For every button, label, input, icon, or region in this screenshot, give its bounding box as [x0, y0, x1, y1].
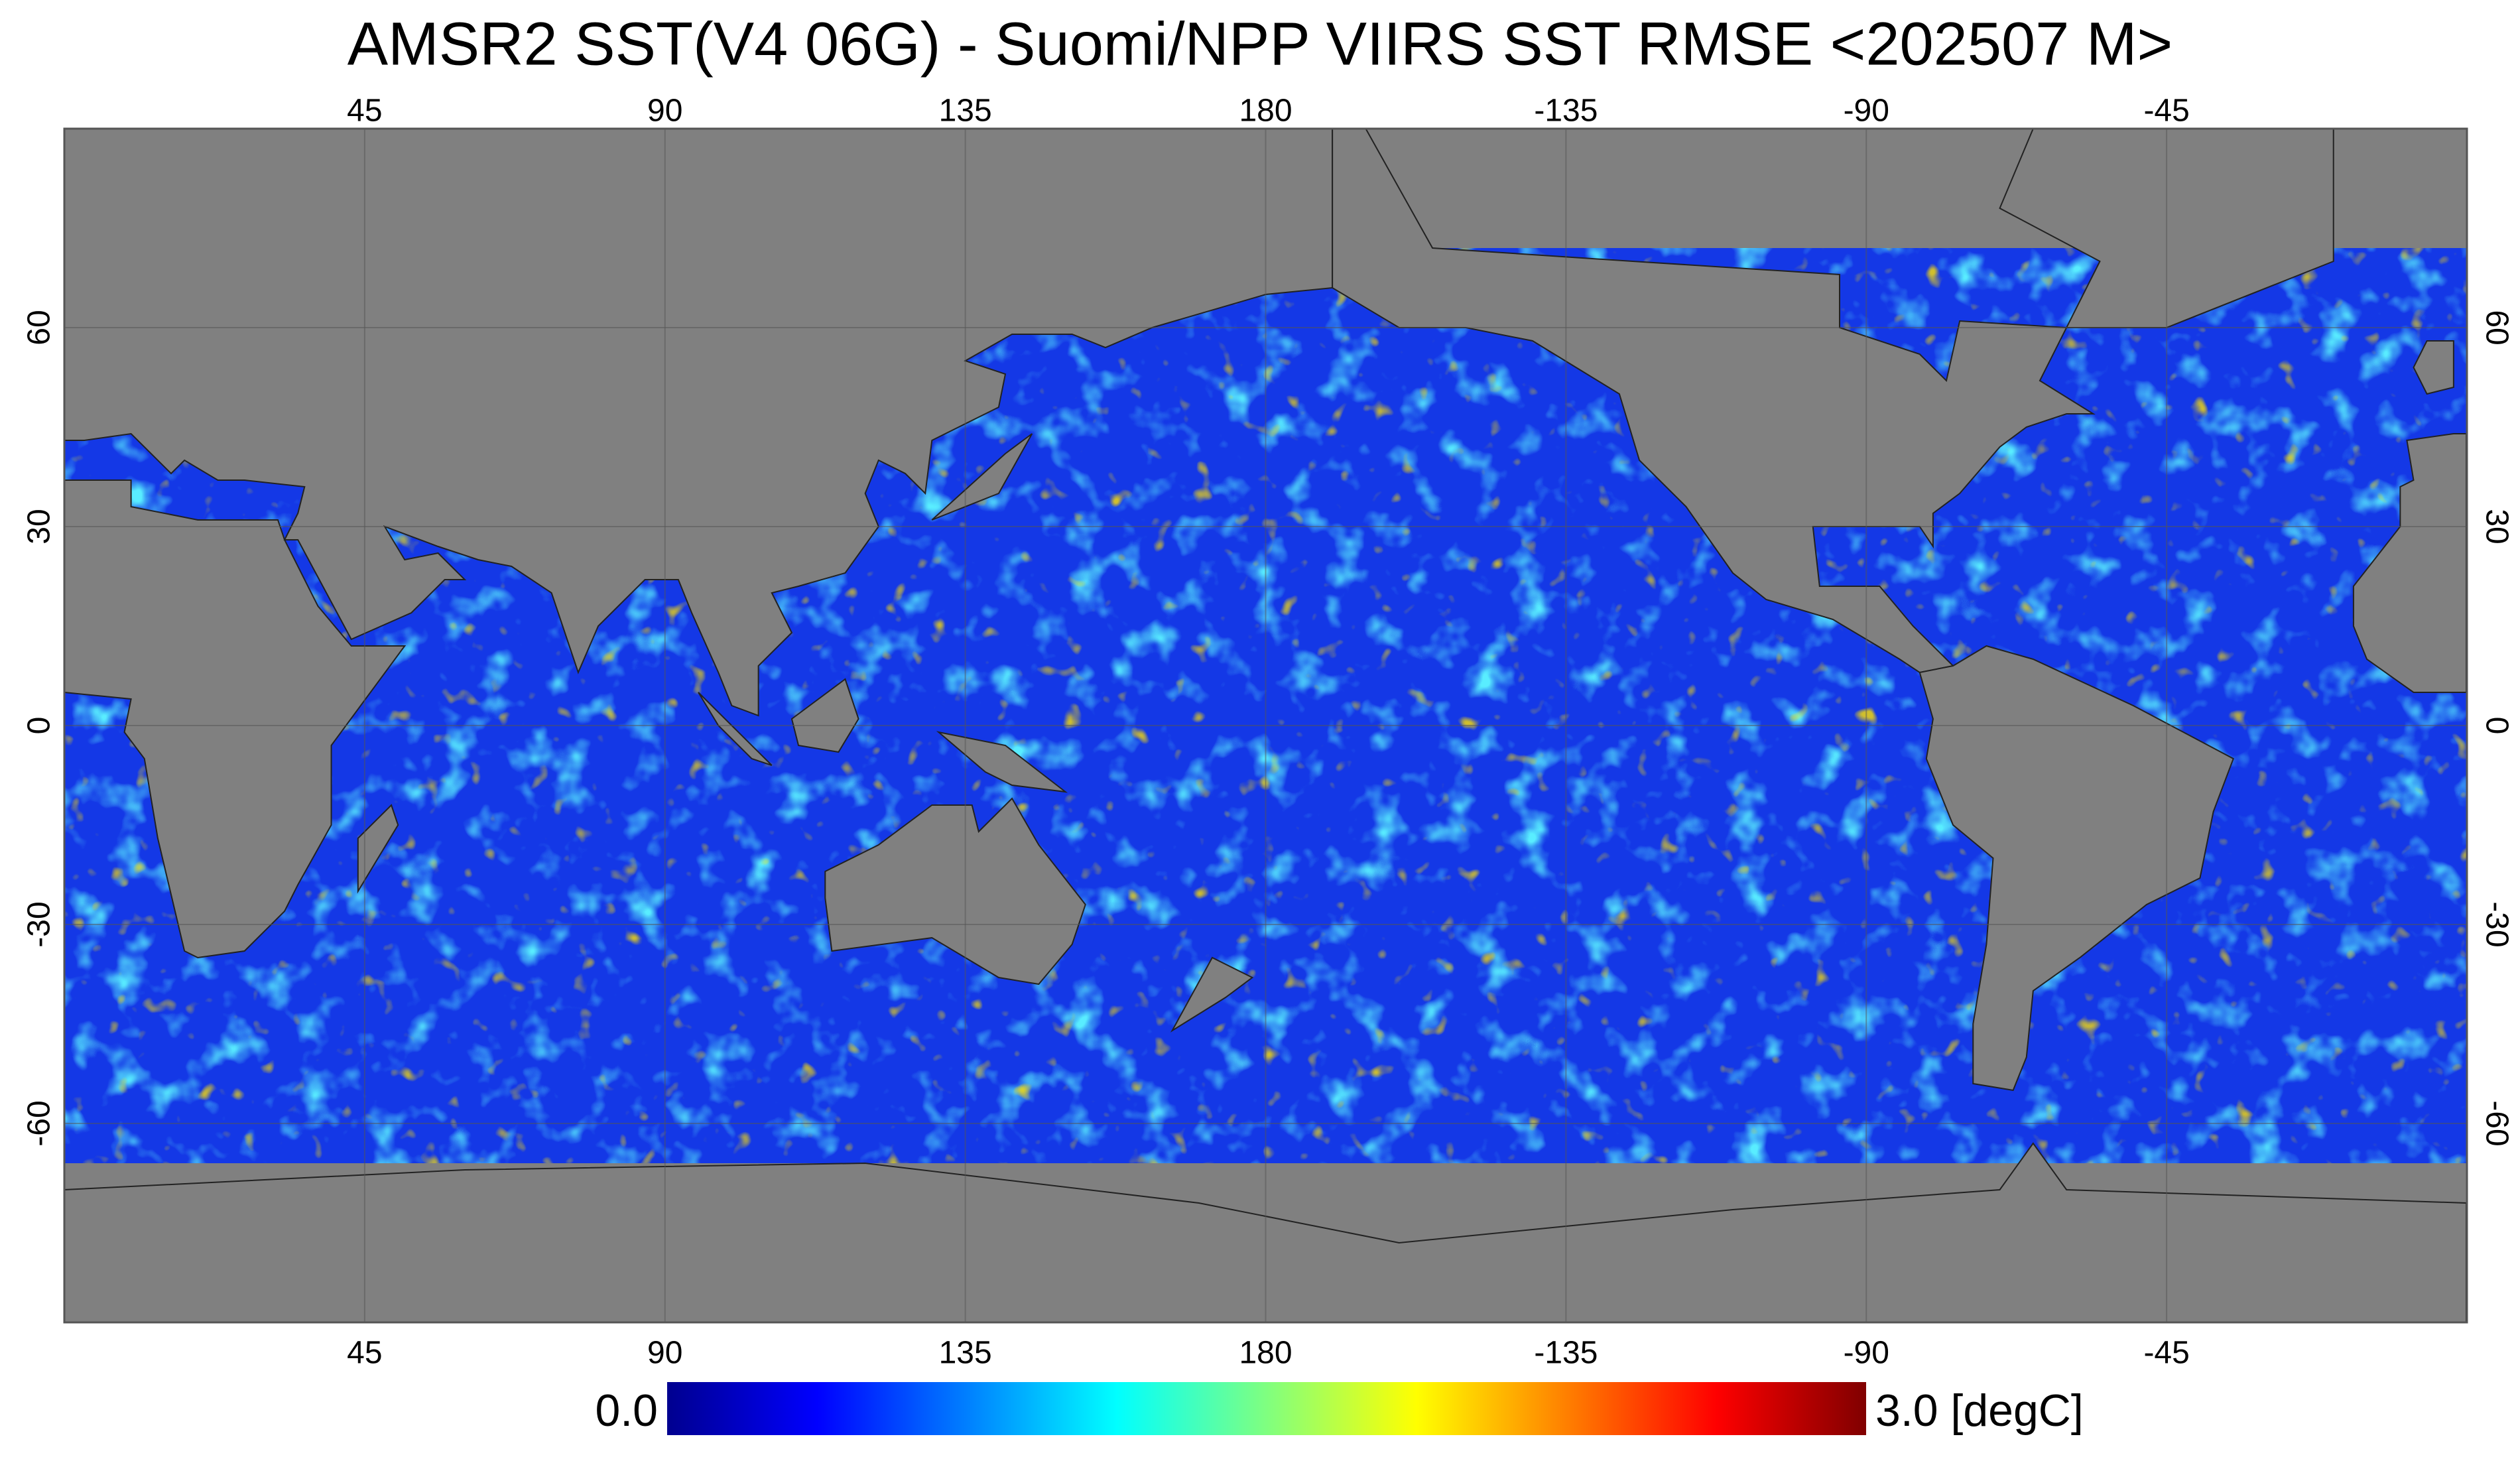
y-tick-label: 0	[22, 717, 57, 735]
y-tick-label: 60	[2479, 310, 2514, 345]
y-tick-label: -60	[2479, 1100, 2514, 1146]
y-tick-label: -30	[2479, 901, 2514, 947]
colorbar-min-label: 0.0	[595, 1385, 658, 1436]
x-tick-label: -135	[1534, 94, 1598, 129]
land	[1919, 645, 2235, 1092]
land	[1332, 129, 2096, 674]
colorbar-max-label: 3.0 [degC]	[1875, 1385, 2084, 1436]
x-tick-label: -90	[1844, 1336, 1889, 1371]
land	[936, 731, 1068, 793]
y-tick-label: 60	[22, 310, 57, 345]
x-tick-label: 135	[939, 1336, 992, 1371]
land	[2352, 433, 2467, 693]
map-layer	[64, 129, 2467, 1322]
land	[2413, 340, 2454, 395]
y-tick-label: 30	[2479, 509, 2514, 544]
x-tick-label: -45	[2143, 1336, 2189, 1371]
x-tick-label: 135	[939, 94, 992, 129]
land	[64, 479, 407, 959]
axis-labels: 45 45 90 90 135 135 180 180 -135 -135 -90 -90 -45 -45…	[22, 94, 2515, 1371]
land	[931, 433, 1033, 521]
x-tick-label: 180	[1239, 94, 1292, 129]
land	[357, 804, 399, 894]
x-tick-label: 180	[1239, 1336, 1292, 1371]
x-tick-label: 90	[647, 1336, 682, 1371]
land	[1170, 956, 1254, 1033]
title: AMSR2 SST(V4 06G) - Suomi/NPP VIIRS SST …	[347, 10, 2173, 78]
x-tick-label: -45	[2143, 94, 2189, 129]
x-tick-label: 90	[647, 94, 682, 129]
x-tick-label: -135	[1534, 1336, 1598, 1371]
y-tick-label: 0	[2479, 717, 2514, 735]
y-tick-label: -30	[22, 901, 57, 947]
x-tick-label: -90	[1844, 94, 1889, 129]
y-tick-label: -60	[22, 1100, 57, 1146]
colorbar: 0.0 3.0 [degC]	[595, 1382, 2084, 1436]
land	[790, 678, 859, 753]
x-tick-label: 45	[347, 94, 382, 129]
y-tick-label: 30	[22, 509, 57, 544]
x-tick-label: 45	[347, 1336, 382, 1371]
land	[698, 692, 773, 766]
map-frame	[63, 127, 2468, 1324]
colorbar-scale	[667, 1382, 1866, 1435]
